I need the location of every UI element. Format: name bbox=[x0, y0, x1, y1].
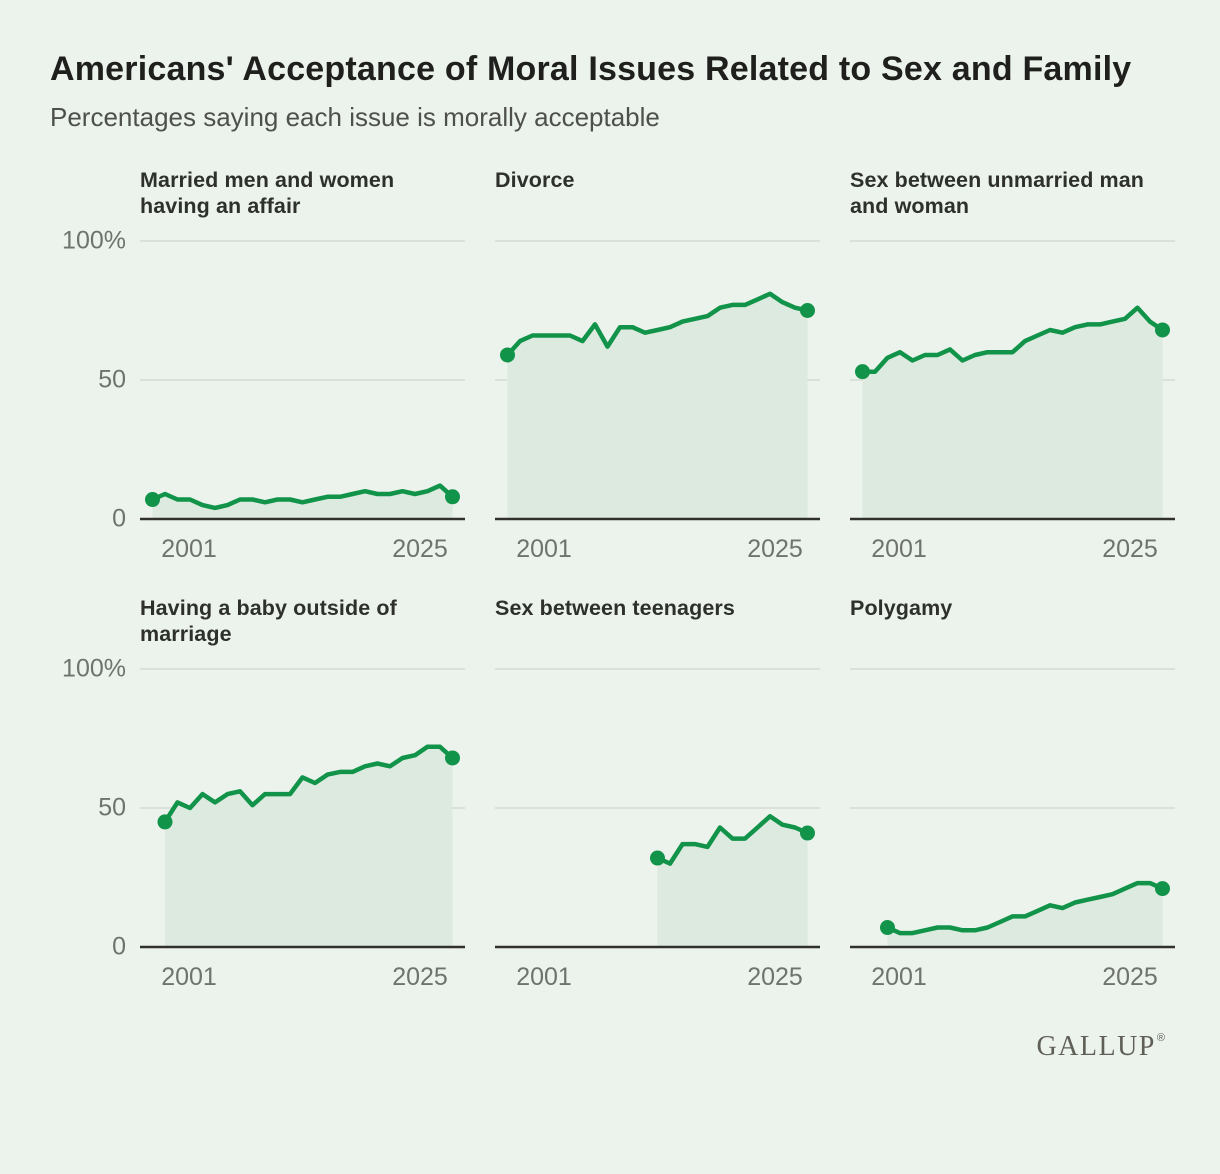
x-axis: 2001 2025 bbox=[495, 535, 820, 569]
chart-cell-unmarried-sex: Sex between unmarried man and woman 2001… bbox=[850, 167, 1175, 569]
x-tick-2001: 2001 bbox=[161, 535, 217, 564]
line-chart-polygamy bbox=[850, 665, 1175, 955]
y-tick-0: 0 bbox=[112, 504, 126, 533]
x-axis: 2001 2025 bbox=[140, 535, 465, 569]
y-tick-50: 50 bbox=[98, 793, 126, 822]
line-chart-baby-outside-marriage bbox=[140, 665, 465, 955]
x-axis: 2001 2025 bbox=[495, 963, 820, 997]
gallup-logo: GALLUP bbox=[1036, 1031, 1156, 1063]
x-tick-2001: 2001 bbox=[516, 963, 572, 992]
x-tick-2025: 2025 bbox=[747, 963, 803, 992]
chart-title-baby-outside-marriage: Having a baby outside of marriage bbox=[140, 596, 397, 647]
chart-title-divorce: Divorce bbox=[495, 168, 575, 193]
y-axis: 100% 50 0 bbox=[50, 655, 140, 961]
registered-mark-icon: ® bbox=[1156, 1032, 1165, 1045]
x-axis: 2001 2025 bbox=[850, 963, 1175, 997]
chart-title-affair: Married men and women having an affair bbox=[140, 168, 395, 219]
x-tick-2025: 2025 bbox=[392, 963, 448, 992]
x-tick-2025: 2025 bbox=[392, 535, 448, 564]
chart-cell-affair: 100% 50 0 Married men and women having a… bbox=[50, 167, 465, 569]
line-chart-unmarried-sex bbox=[850, 237, 1175, 527]
chart-cell-polygamy: Polygamy 2001 2025 bbox=[850, 595, 1175, 997]
line-chart-teen-sex bbox=[495, 665, 820, 955]
x-tick-2025: 2025 bbox=[1102, 963, 1158, 992]
x-tick-2025: 2025 bbox=[1102, 535, 1158, 564]
y-axis: 100% 50 0 bbox=[50, 227, 140, 533]
y-tick-0: 0 bbox=[112, 932, 126, 961]
header: Americans' Acceptance of Moral Issues Re… bbox=[0, 0, 1220, 133]
x-tick-2001: 2001 bbox=[871, 535, 927, 564]
line-chart-divorce bbox=[495, 237, 820, 527]
x-tick-2001: 2001 bbox=[161, 963, 217, 992]
page-subtitle: Percentages saying each issue is morally… bbox=[50, 102, 660, 133]
y-tick-100: 100% bbox=[62, 654, 126, 683]
x-tick-2001: 2001 bbox=[516, 535, 572, 564]
page-title: Americans' Acceptance of Moral Issues Re… bbox=[50, 50, 1132, 88]
line-chart-affair bbox=[140, 237, 465, 527]
x-axis: 2001 2025 bbox=[140, 963, 465, 997]
chart-title-unmarried-sex: Sex between unmarried man and woman bbox=[850, 168, 1145, 219]
y-tick-50: 50 bbox=[98, 365, 126, 394]
x-tick-2001: 2001 bbox=[871, 963, 927, 992]
charts-grid: 100% 50 0 Married men and women having a… bbox=[50, 167, 1220, 997]
chart-cell-baby-outside-marriage: 100% 50 0 Having a baby outside of marri… bbox=[50, 595, 465, 997]
chart-cell-teen-sex: Sex between teenagers 2001 2025 bbox=[495, 595, 820, 997]
y-tick-100: 100% bbox=[62, 226, 126, 255]
footer: GALLUP® bbox=[0, 1031, 1165, 1063]
chart-title-teen-sex: Sex between teenagers bbox=[495, 596, 735, 621]
chart-cell-divorce: Divorce 2001 2025 bbox=[495, 167, 820, 569]
x-axis: 2001 2025 bbox=[850, 535, 1175, 569]
chart-title-polygamy: Polygamy bbox=[850, 596, 953, 621]
x-tick-2025: 2025 bbox=[747, 535, 803, 564]
